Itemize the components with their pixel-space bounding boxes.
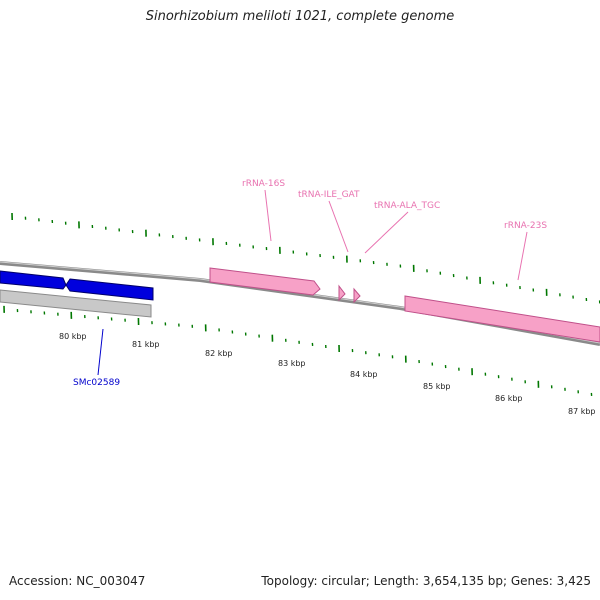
rrna-16s-leader — [264, 189, 272, 242]
scale-label-87: 87 kbp — [568, 407, 596, 416]
smc02589-leader — [97, 328, 104, 376]
scale-label-85: 85 kbp — [423, 382, 451, 391]
outer-tick-ring — [11, 212, 600, 304]
accession-text: Accession: NC_003047 — [9, 574, 146, 588]
cds-feature-smc02589[interactable] — [65, 278, 154, 301]
scale-label-80: 80 kbp — [59, 332, 87, 341]
rrna-23s-label[interactable]: rRNA-23S — [504, 221, 547, 231]
trna-ile-leader — [328, 200, 349, 253]
scale-label-84: 84 kbp — [350, 370, 378, 379]
rrna-23s-feature[interactable] — [404, 295, 600, 343]
scale-label-83: 83 kbp — [278, 359, 306, 368]
inner-tick-ring — [3, 305, 593, 396]
map-title: Sinorhizobium meliloti 1021, complete ge… — [145, 9, 455, 24]
reverse-strand-feature[interactable] — [0, 289, 152, 318]
trna-ile-label[interactable]: tRNA-ILE_GAT — [298, 190, 360, 200]
scale-label-81: 81 kbp — [132, 340, 160, 349]
trna-ala-label[interactable]: tRNA-ALA_TGC — [374, 201, 440, 211]
rrna-16s-label[interactable]: rRNA-16S — [242, 179, 285, 189]
smc02589-label[interactable]: SMc02589 — [73, 378, 120, 388]
trna-ala-leader — [364, 211, 409, 254]
scale-label-82: 82 kbp — [205, 349, 233, 358]
scale-label-86: 86 kbp — [495, 394, 523, 403]
genome-summary-text: Topology: circular; Length: 3,654,135 bp… — [261, 574, 591, 588]
trna-ala-feature[interactable] — [353, 287, 361, 304]
cds-feature-forward[interactable] — [0, 270, 67, 290]
rrna-16s-feature[interactable] — [209, 267, 321, 296]
trna-ile-feature[interactable] — [338, 284, 346, 302]
rrna-23s-leader — [517, 231, 528, 281]
